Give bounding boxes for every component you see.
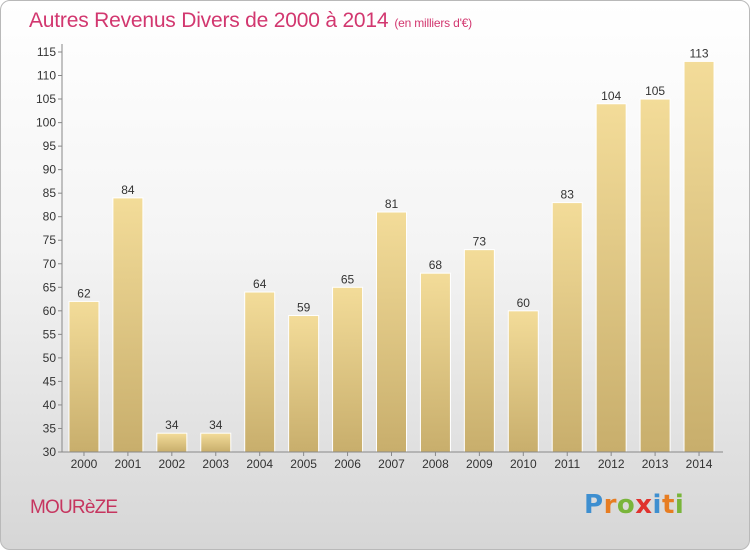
data-label-2002: 34 <box>165 418 179 432</box>
data-label-2005: 59 <box>297 301 311 315</box>
y-tick-label-30: 30 <box>43 445 57 459</box>
bar-2014 <box>683 60 715 453</box>
y-tick-label-105: 105 <box>36 92 56 106</box>
bar-2005 <box>288 315 320 453</box>
x-tick-label-2000: 2000 <box>71 457 98 471</box>
y-tick-label-95: 95 <box>43 139 57 153</box>
y-tick-label-115: 115 <box>37 45 56 59</box>
logo-letter: i <box>652 490 662 520</box>
bar-2001 <box>112 197 144 453</box>
data-label-2014: 113 <box>689 46 708 60</box>
data-label-2001: 84 <box>121 183 135 197</box>
y-tick-label-50: 50 <box>43 351 57 365</box>
y-tick-label-65: 65 <box>43 280 57 294</box>
bar-2013 <box>639 98 671 453</box>
x-tick-label-2012: 2012 <box>598 457 625 471</box>
logo-letter: o <box>616 490 636 520</box>
proxiti-logo: Proxiti <box>584 490 684 520</box>
bar-2002 <box>156 432 188 453</box>
x-tick-label-2006: 2006 <box>334 457 361 471</box>
x-tick-label-2003: 2003 <box>202 457 229 471</box>
x-tick-label-2011: 2011 <box>554 457 580 471</box>
y-tick-label-80: 80 <box>43 210 57 224</box>
data-label-2007: 81 <box>385 197 399 211</box>
bar-2007 <box>376 211 407 453</box>
data-label-2013: 105 <box>645 84 665 98</box>
y-tick-label-75: 75 <box>43 233 57 247</box>
x-tick-label-2004: 2004 <box>246 457 273 471</box>
y-tick-label-60: 60 <box>43 304 57 318</box>
bar-2004 <box>244 291 276 453</box>
x-tick-label-2007: 2007 <box>378 457 405 471</box>
y-tick-label-55: 55 <box>43 327 57 341</box>
logo-letter: t <box>661 490 675 520</box>
bar-2008 <box>419 272 451 453</box>
logo-letter: r <box>603 490 617 520</box>
y-tick-label-100: 100 <box>36 116 56 130</box>
place-name: MOURèZE <box>30 497 118 518</box>
data-label-2004: 64 <box>253 277 267 291</box>
x-tick-label-2008: 2008 <box>422 457 449 471</box>
bar-2003 <box>200 432 232 453</box>
data-label-2011: 83 <box>561 188 575 202</box>
x-tick-label-2010: 2010 <box>510 457 537 471</box>
bar-2010 <box>507 310 539 453</box>
bar-2000 <box>68 300 100 453</box>
y-tick-label-85: 85 <box>43 186 57 200</box>
bar-2012 <box>595 103 627 453</box>
title-unit: (en milliers d'€) <box>394 16 472 30</box>
data-label-2010: 60 <box>517 296 531 310</box>
data-label-2003: 34 <box>209 418 223 432</box>
y-tick-label-35: 35 <box>43 421 57 435</box>
x-tick-label-2001: 2001 <box>115 457 142 471</box>
y-tick-label-40: 40 <box>43 398 57 412</box>
x-tick-label-2009: 2009 <box>466 457 493 471</box>
x-tick-label-2014: 2014 <box>686 457 713 471</box>
data-label-2008: 68 <box>429 258 443 272</box>
data-label-2012: 104 <box>601 89 621 103</box>
title-text: Autres Revenus Divers de 2000 à 2014 <box>29 9 389 32</box>
bar-2009 <box>463 249 495 453</box>
logo-letter: i <box>674 490 685 520</box>
data-label-2006: 65 <box>341 272 355 286</box>
bar-2011 <box>551 202 583 453</box>
x-tick-label-2013: 2013 <box>642 457 669 471</box>
data-label-2009: 73 <box>473 235 487 249</box>
bar-2006 <box>332 286 364 453</box>
data-label-2000: 62 <box>77 286 91 300</box>
chart-title: Autres Revenus Divers de 2000 à 2014 (en … <box>29 9 472 33</box>
x-tick-label-2002: 2002 <box>158 457 185 471</box>
y-tick-label-110: 110 <box>37 69 56 83</box>
logo-letter: P <box>584 490 604 520</box>
x-tick-label-2005: 2005 <box>290 457 317 471</box>
y-tick-label-70: 70 <box>43 257 57 271</box>
y-tick-label-45: 45 <box>43 374 57 388</box>
y-tick-label-90: 90 <box>43 163 57 177</box>
logo-letter: x <box>635 490 653 520</box>
